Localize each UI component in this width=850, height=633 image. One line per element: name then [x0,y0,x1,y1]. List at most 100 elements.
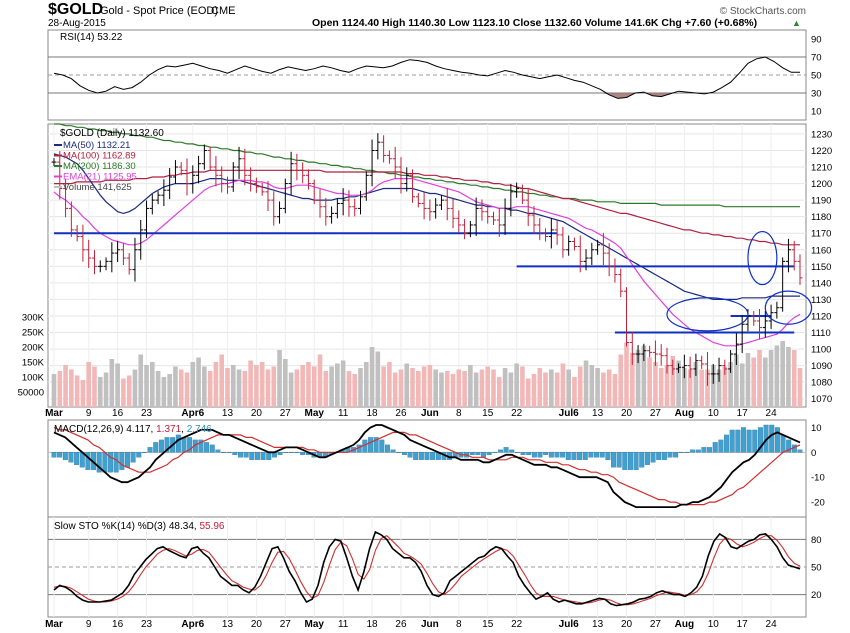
macd-histogram-bar [198,439,204,453]
volume-bar [207,371,213,407]
macd-histogram-bar [509,449,515,453]
ohlc-readout: Open 1124.40 High 1140.30 Low 1123.10 Cl… [312,17,757,29]
chart-date: 28-Aug-2015 [48,18,106,29]
volume-bar [612,374,618,407]
volume-bar [190,362,196,407]
volume-bar [352,374,358,407]
legend-ma100: MA(100) 1162.89 [63,151,136,162]
x-axis-label: 18 [366,408,378,419]
price-tick-label: 1180 [811,212,831,223]
stoch-d-line [53,535,801,606]
volume-bar [554,372,560,407]
x-axis-label: 16 [112,408,124,419]
volume-bar [710,365,716,407]
volume-bar [375,351,381,407]
macd-histogram-bar [661,452,667,460]
macd-hist-value: 2.746 [187,424,212,435]
volume-bar [392,372,398,407]
volume-bar [381,366,386,407]
macd-histogram-bar [424,452,430,460]
volume-bar [398,369,404,407]
volume-bar [300,365,305,407]
volume-bar [496,377,502,407]
macd-plot [51,424,803,509]
volume-bar [69,369,74,407]
volume-bar [577,366,583,407]
macd-histogram-bar [656,452,662,460]
volume-bar [716,369,722,407]
macd-histogram-bar [204,442,210,453]
rsi-tick-label: 30 [811,89,822,100]
ma50-line [53,153,800,300]
macd-histogram-bar [288,452,294,453]
x-axis-label: 23 [141,408,153,419]
macd-panel [47,419,807,518]
legend-vol: Volume 141,625 [63,182,132,193]
macd-tick-label: 0 [811,448,816,459]
volume-bar [259,362,265,407]
x-axis-label: 26 [395,408,407,419]
price-tick-label: 1160 [811,245,831,256]
volume-bar [433,369,438,407]
macd-tick-label: 10 [811,423,822,434]
chart-symbol: $GOLD [48,1,103,18]
volume-tick-label: 250K [22,328,45,339]
volume-bar [277,350,282,407]
macd-value: 4.117 [126,424,151,435]
volume-tick-label: 200K [22,343,45,354]
volume-bar [311,366,317,407]
price-tick-label: 1080 [811,378,832,389]
macd-histogram-bar [729,429,735,453]
macd-histogram-bar [498,449,503,453]
volume-bar [450,374,456,407]
volume-bar [444,371,450,407]
volume-bar [340,360,346,407]
x-axis-label-bottom: 15 [482,619,494,630]
macd-histogram-bar [232,452,238,455]
volume-bar [693,362,699,407]
stoch-tick-label: 50 [811,563,822,574]
annotation-ellipse [747,230,778,286]
x-axis-label-bottom: 11 [338,619,349,630]
volume-bar [121,378,126,407]
change-arrow-icon: ▲ [792,18,801,28]
volume-bar [739,363,745,407]
rsi-tick-label: 70 [811,53,822,64]
x-axis-label-bottom: 26 [395,619,407,630]
macd-histogram-bar [221,452,227,453]
volume-bar [751,357,757,407]
volume-bar [595,368,600,407]
x-axis-label: 13 [222,408,234,419]
volume-bar [774,345,780,407]
volume-bar [161,377,167,407]
x-axis-label: Apr6 [181,408,204,419]
macd-histogram-bar [667,452,673,458]
macd-histogram-bar [752,429,758,453]
macd-histogram-bar [616,452,622,468]
volume-bar [601,372,606,407]
macd-histogram-bar [554,452,560,458]
macd-histogram-bar [684,452,690,453]
macd-histogram-bar [413,452,419,460]
volume-bar [109,359,115,407]
volume-bar [346,371,352,407]
volume-bar [103,372,109,407]
x-axis-label-bottom: 18 [366,619,378,630]
volume-bar [92,366,97,407]
volume-bar [202,366,207,407]
macd-histogram-bar [181,437,187,453]
x-axis-label-bottom: 13 [222,619,234,630]
x-axis-label-bottom: 8 [456,619,462,630]
macd-histogram-bar [565,452,571,460]
macd-histogram-bar [582,452,588,460]
macd-histogram-bar [277,452,283,455]
volume-bar [757,350,762,407]
volume-bar [80,380,86,407]
volume-bar [658,368,664,407]
volume-bar [329,366,334,407]
volume-bar [762,357,768,407]
macd-histogram-bar [769,424,775,453]
macd-histogram-bar [249,452,255,460]
x-axis-label-bottom: Jul6 [559,619,579,630]
